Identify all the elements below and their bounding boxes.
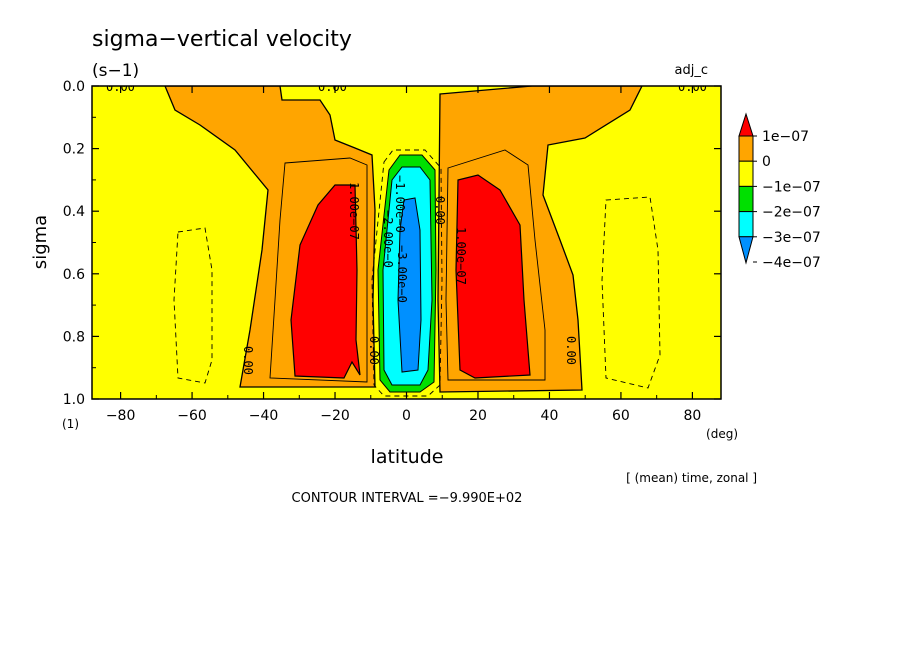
contour-label: 0.00 bbox=[367, 336, 381, 365]
y-axis-label: sigma bbox=[30, 215, 51, 269]
legend-bottom-arrow bbox=[738, 236, 754, 265]
legend-swatch bbox=[738, 160, 754, 187]
x-tick-label: −60 bbox=[177, 408, 207, 424]
legend-label: −1e−07 bbox=[762, 179, 821, 195]
x-tick-label: 20 bbox=[469, 408, 487, 424]
y-tick-label: 0.4 bbox=[63, 204, 85, 220]
y-tick-label: 0.2 bbox=[63, 142, 85, 158]
contour-label: 0.00 bbox=[564, 336, 578, 365]
center-blue-core bbox=[397, 197, 422, 373]
x-tick-label: −20 bbox=[320, 408, 350, 424]
left-red-core bbox=[290, 184, 361, 379]
contour-label: 0.00 bbox=[433, 196, 447, 225]
x-axis: −80 −60 −40 −20 0 20 40 60 80 bbox=[106, 86, 701, 424]
x-tick-label: 40 bbox=[541, 408, 559, 424]
contour-label: 0.00 bbox=[241, 346, 255, 375]
y-axis: 0.0 0.2 0.4 0.6 0.8 1.0 bbox=[63, 79, 721, 408]
legend-swatch bbox=[738, 211, 754, 238]
left-inner-contour bbox=[269, 157, 368, 383]
legend-label: −4e−07 bbox=[762, 255, 821, 271]
legend-top-arrow bbox=[738, 112, 754, 137]
contour-label: 1.00e−07 bbox=[347, 182, 361, 240]
negative-dashed-contours bbox=[173, 149, 661, 397]
x-axis-label: latitude bbox=[371, 446, 444, 468]
contour-interval: CONTOUR INTERVAL =−9.990E+02 bbox=[292, 491, 523, 506]
chart-title: sigma−vertical velocity bbox=[92, 27, 352, 52]
averaging-note: [ (mean) time, zonal ] bbox=[626, 471, 757, 485]
legend-swatch bbox=[738, 185, 754, 213]
y-tick-label: 0.0 bbox=[63, 79, 85, 95]
y-tick-label: 1.0 bbox=[63, 392, 85, 408]
y-units-label: (1) bbox=[62, 417, 79, 431]
contour-label: 0.00 bbox=[318, 80, 347, 94]
legend-label: 0 bbox=[762, 154, 771, 170]
x-tick-label: 0 bbox=[402, 408, 411, 424]
contour-label: −3.00e−0 bbox=[395, 245, 409, 303]
color-legend: 1e−07 0 −1e−07 −2e−07 −3e−07 −4e−07 bbox=[738, 112, 821, 271]
x-tick-label: 60 bbox=[612, 408, 630, 424]
run-label: adj_c bbox=[675, 63, 708, 78]
x-tick-label: −40 bbox=[249, 408, 279, 424]
contour-label: −1.00e−0 bbox=[393, 175, 407, 233]
legend-swatch bbox=[738, 135, 754, 162]
right-inner-contour bbox=[445, 149, 546, 381]
legend-label: −2e−07 bbox=[762, 205, 821, 221]
right-red-core bbox=[455, 174, 531, 379]
units-label: (s−1) bbox=[92, 61, 139, 81]
x-units-label: (deg) bbox=[706, 427, 738, 441]
legend-label: −3e−07 bbox=[762, 230, 821, 246]
contour-label: −2.00e−0 bbox=[381, 210, 395, 268]
x-tick-label: −80 bbox=[106, 408, 136, 424]
contour-field: 0.00 0.00 0.00 1.00e−07 −1.00e−0 −2.00e−… bbox=[92, 80, 721, 399]
x-tick-label: 80 bbox=[683, 408, 701, 424]
y-tick-label: 0.6 bbox=[63, 267, 85, 283]
contour-label: 1.00e−07 bbox=[454, 227, 468, 285]
y-tick-label: 0.8 bbox=[63, 329, 85, 345]
legend-label: 1e−07 bbox=[762, 129, 809, 145]
